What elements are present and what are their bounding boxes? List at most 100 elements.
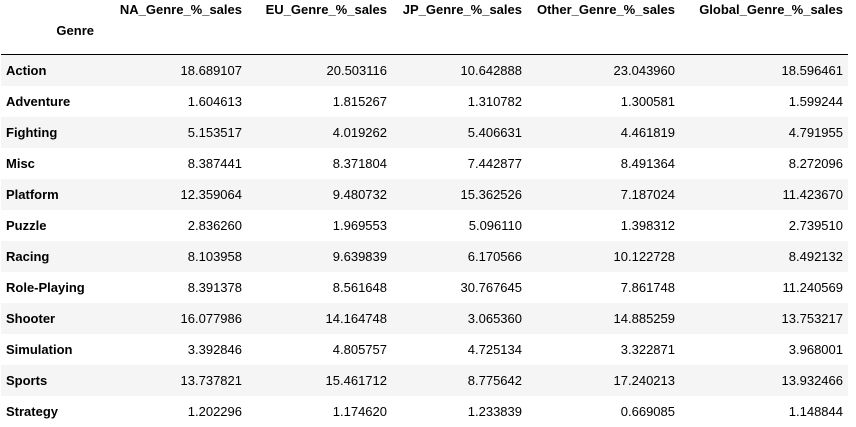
table-cell: 10.642888 bbox=[460, 62, 522, 78]
table-cell: 6.170566 bbox=[467, 248, 522, 264]
table-cell: 8.492132 bbox=[788, 248, 843, 264]
table-cell: 5.096110 bbox=[468, 217, 522, 233]
table-row: Fighting 5.153517 4.019262 5.406631 4.461819… bbox=[1, 116, 848, 148]
table-cell: 4.461819 bbox=[620, 124, 675, 140]
row-label: Misc bbox=[6, 155, 35, 171]
row-label: Fighting bbox=[6, 124, 58, 140]
index-name-blank bbox=[527, 18, 680, 55]
index-name: Genre bbox=[1, 18, 99, 55]
table-cell: 1.300581 bbox=[620, 93, 675, 109]
row-label: Platform bbox=[6, 186, 59, 202]
row-label: Racing bbox=[6, 248, 50, 264]
table-cell: 14.164748 bbox=[325, 310, 387, 326]
row-label: Shooter bbox=[6, 310, 56, 326]
table-cell: 13.737821 bbox=[180, 372, 242, 388]
column-header-global: Global_Genre_%_sales bbox=[699, 1, 843, 17]
index-name-blank bbox=[247, 18, 392, 55]
table-cell: 1.148844 bbox=[788, 403, 843, 419]
table-cell: 8.491364 bbox=[620, 155, 675, 171]
table-cell: 8.272096 bbox=[788, 155, 843, 171]
table-cell: 9.480732 bbox=[332, 186, 387, 202]
table-cell: 4.791955 bbox=[788, 124, 843, 140]
table-cell: 3.392846 bbox=[187, 341, 242, 357]
table-cell: 7.861748 bbox=[620, 279, 675, 295]
corner-cell bbox=[1, 0, 99, 18]
table-cell: 1.969553 bbox=[332, 217, 387, 233]
table-cell: 3.322871 bbox=[620, 341, 675, 357]
table-cell: 11.423670 bbox=[782, 186, 844, 202]
index-name-blank bbox=[680, 18, 848, 55]
table-cell: 7.442877 bbox=[467, 155, 522, 171]
table-cell: 8.391378 bbox=[187, 279, 242, 295]
index-name-blank bbox=[392, 18, 527, 55]
table-row: Action 18.689107 20.503116 10.642888 23.0439… bbox=[1, 54, 848, 86]
table-cell: 1.604613 bbox=[187, 93, 242, 109]
column-header-other: Other_Genre_%_sales bbox=[536, 1, 675, 17]
row-label: Adventure bbox=[6, 93, 71, 109]
table-cell: 3.968001 bbox=[788, 341, 843, 357]
row-label: Action bbox=[6, 62, 47, 78]
table-cell: 1.233839 bbox=[467, 403, 522, 419]
table-cell: 11.240569 bbox=[782, 279, 844, 295]
table-cell: 8.775642 bbox=[467, 372, 522, 388]
table-cell: 8.103958 bbox=[187, 248, 242, 264]
row-label: Puzzle bbox=[6, 217, 47, 233]
table-cell: 16.077986 bbox=[180, 310, 242, 326]
index-name-blank bbox=[99, 18, 247, 55]
table-cell: 15.461712 bbox=[325, 372, 387, 388]
table-row: Platform 12.359064 9.480732 15.362526 7.1870… bbox=[1, 178, 848, 210]
table-cell: 23.043960 bbox=[613, 62, 675, 78]
table-cell: 14.885259 bbox=[613, 310, 675, 326]
table-cell: 1.174620 bbox=[332, 403, 387, 419]
table-cell: 1.310782 bbox=[467, 93, 522, 109]
table-body: Action 18.689107 20.503116 10.642888 23.0439… bbox=[1, 54, 848, 427]
table-cell: 1.599244 bbox=[788, 93, 843, 109]
row-label: Role-Playing bbox=[6, 279, 85, 295]
table-cell: 8.561648 bbox=[332, 279, 387, 295]
table-cell: 1.202296 bbox=[187, 403, 242, 419]
table-cell: 4.019262 bbox=[332, 124, 387, 140]
row-label: Sports bbox=[6, 372, 48, 388]
table-cell: 30.767645 bbox=[460, 279, 522, 295]
table-cell: 8.387441 bbox=[187, 155, 242, 171]
index-name-row: Genre bbox=[1, 18, 848, 55]
column-header-row: NA_Genre_%_sales EU_Genre_%_sales JP_Gen… bbox=[1, 0, 848, 18]
table-row: Shooter 16.077986 14.164748 3.065360 14.8852… bbox=[1, 302, 848, 334]
table-cell: 7.187024 bbox=[620, 186, 675, 202]
table-row: Adventure 1.604613 1.815267 1.310782 1.30058… bbox=[1, 86, 848, 117]
table-cell: 2.836260 bbox=[187, 217, 242, 233]
table-cell: 13.753217 bbox=[781, 310, 843, 326]
table-cell: 3.065360 bbox=[467, 310, 522, 326]
table-row: Racing 8.103958 9.639839 6.170566 10.122728 8… bbox=[1, 240, 848, 272]
table-cell: 9.639839 bbox=[332, 248, 387, 264]
table-cell: 2.739510 bbox=[788, 217, 843, 233]
column-header-eu: EU_Genre_%_sales bbox=[265, 1, 387, 17]
table-cell: 5.406631 bbox=[467, 124, 522, 140]
table-cell: 5.153517 bbox=[187, 124, 242, 140]
table-cell: 4.725134 bbox=[467, 341, 522, 357]
table-cell: 1.815267 bbox=[332, 93, 387, 109]
column-header-na: NA_Genre_%_sales bbox=[119, 1, 242, 17]
table-cell: 18.596461 bbox=[781, 62, 843, 78]
table-row: Sports 13.737821 15.461712 8.775642 17.24021… bbox=[1, 364, 848, 396]
table-row: Puzzle 2.836260 1.969553 5.096110 1.398312 2.… bbox=[1, 210, 848, 241]
table-cell: 10.122728 bbox=[613, 248, 675, 264]
column-header-jp: JP_Genre_%_sales bbox=[402, 1, 522, 17]
table-cell: 4.805757 bbox=[332, 341, 387, 357]
row-label: Strategy bbox=[6, 403, 59, 419]
table-cell: 12.359064 bbox=[180, 186, 242, 202]
table-cell: 0.669085 bbox=[620, 403, 675, 419]
table-row: Role-Playing 8.391378 8.561648 30.767645 7.8… bbox=[1, 272, 848, 303]
row-label: Simulation bbox=[6, 341, 73, 357]
table-cell: 1.398312 bbox=[620, 217, 675, 233]
table-cell: 18.689107 bbox=[180, 62, 242, 78]
table-row: Simulation 3.392846 4.805757 4.725134 3.3228… bbox=[1, 334, 848, 365]
table-cell: 8.371804 bbox=[332, 155, 387, 171]
table-row: Strategy 1.202296 1.174620 1.233839 0.669085… bbox=[1, 396, 848, 427]
table-cell: 15.362526 bbox=[460, 186, 522, 202]
table-cell: 20.503116 bbox=[326, 62, 388, 78]
table-row: Misc 8.387441 8.371804 7.442877 8.491364 8.27… bbox=[1, 148, 848, 179]
table-cell: 13.932466 bbox=[781, 372, 843, 388]
table-cell: 17.240213 bbox=[613, 372, 675, 388]
